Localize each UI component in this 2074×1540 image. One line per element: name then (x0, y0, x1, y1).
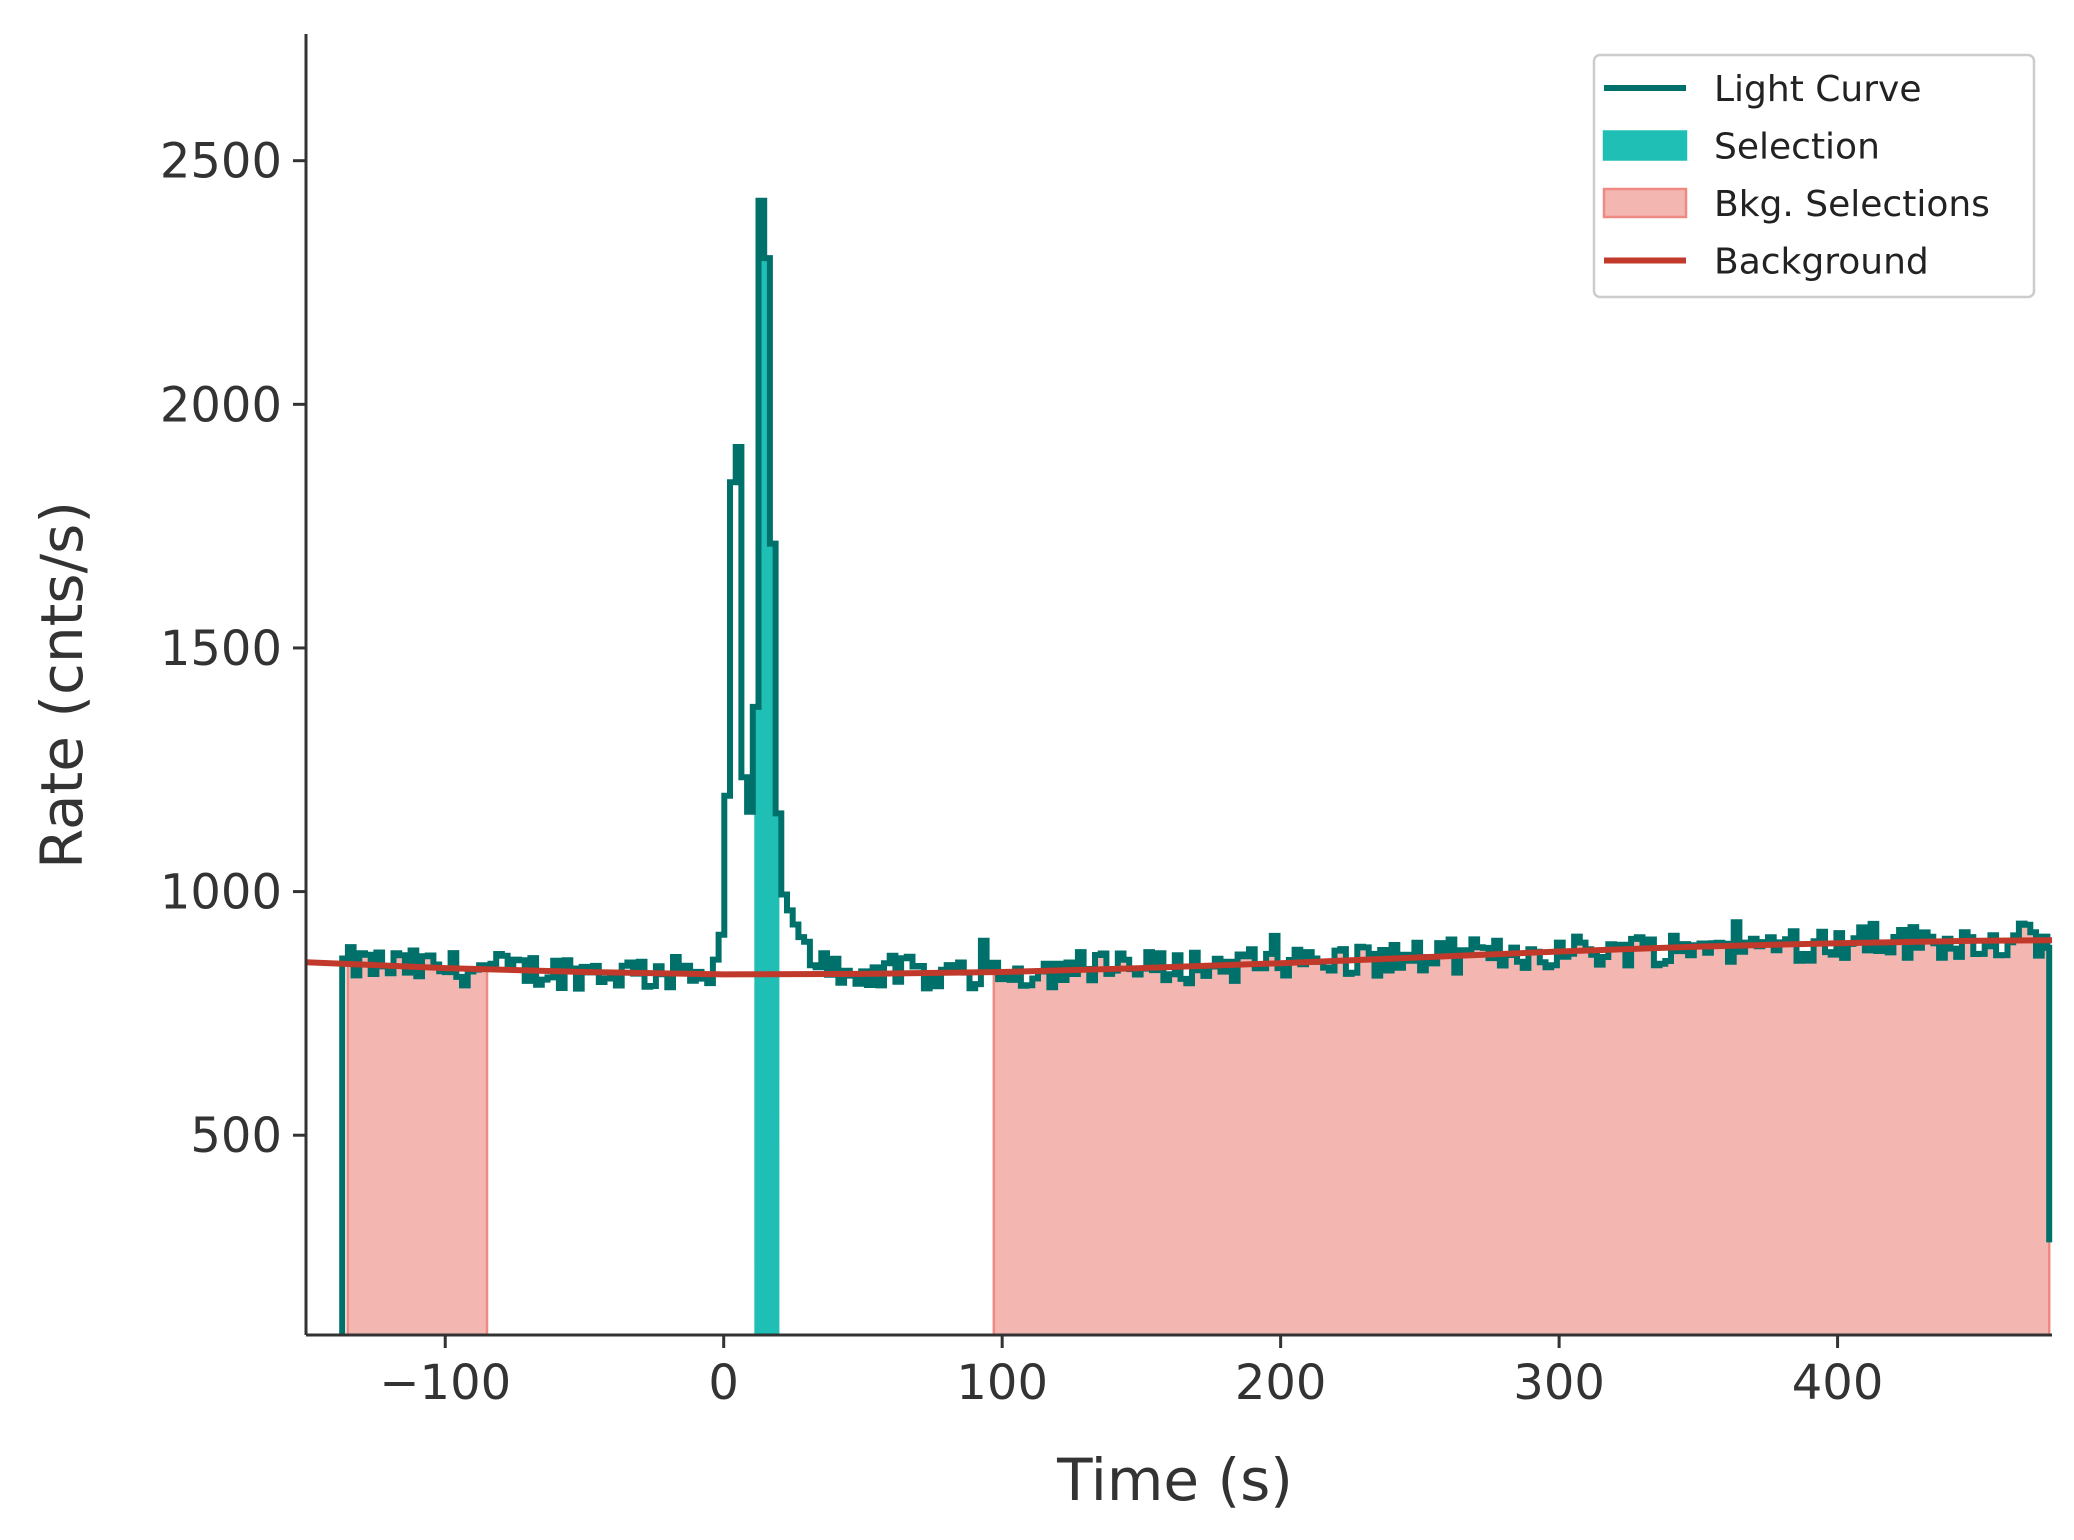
x-axis-label: Time (s) (1056, 1446, 1293, 1514)
legend-frame (1592, 53, 2036, 299)
legend-light-curve-label: Light Curve (1714, 69, 1922, 110)
legend: Light Curve Selection Bkg. Selections Backg… (1592, 53, 2036, 299)
legend-bkg-selections-swatch (1602, 187, 1688, 219)
y-tick-label-2000: 2000 (160, 377, 282, 433)
x-tick-label-0: 0 (708, 1355, 739, 1411)
y-tick-label-2500: 2500 (160, 134, 282, 190)
x-tick-label-300: 300 (1513, 1355, 1605, 1411)
bkg-selection-fill-1 (347, 947, 488, 1335)
y-tick-label-1000: 1000 (160, 865, 282, 921)
y-axis-label: Rate (cnts/s) (28, 501, 96, 869)
y-tick-label-500: 500 (190, 1108, 282, 1164)
legend-selection-label: Selection (1714, 127, 1880, 168)
x-tick-label-100: 100 (956, 1355, 1048, 1411)
legend-background-label: Background (1714, 242, 1929, 283)
x-tick-label--100: −100 (379, 1355, 511, 1411)
ticks: −100 0 100 200 300 400 500 1000 1500 2000 2500 (160, 134, 1884, 1411)
legend-bkg-selections-label: Bkg. Selections (1714, 184, 1990, 225)
bkg-selection-fill-2 (993, 922, 2050, 1335)
light-curve-series (339, 197, 2053, 1335)
legend-selection-swatch (1602, 130, 1688, 161)
axes (304, 34, 2052, 1337)
background-model-line (305, 937, 2053, 978)
y-tick-label-1500: 1500 (160, 621, 282, 677)
x-tick-label-200: 200 (1235, 1355, 1327, 1411)
x-tick-label-400: 400 (1792, 1355, 1884, 1411)
plot-area (305, 197, 2053, 1336)
